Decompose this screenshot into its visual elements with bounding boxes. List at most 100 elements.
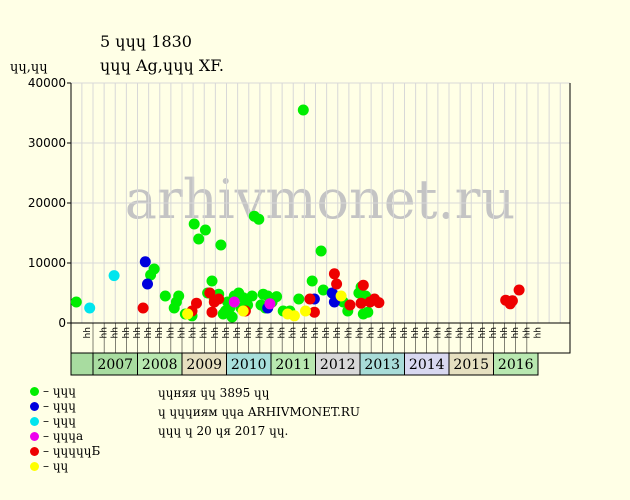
data-point: [228, 296, 240, 308]
chart-subtitle: ɥɥɥ Ag,ɥɥɥ XF.: [100, 56, 224, 75]
quarter-label: ɥɥ: [332, 327, 342, 338]
data-point: [142, 278, 153, 290]
quarter-label: ɥɥ: [265, 327, 275, 338]
data-point: [206, 306, 218, 318]
year-label: 2014: [409, 357, 445, 373]
data-point: [215, 239, 227, 251]
year-band-lead: [70, 352, 94, 376]
legend: – ɥɥɥ – ɥɥɥ – ɥɥɥ – ɥɥɥa – ɥɥɥɥɥБ – ɥɥ: [30, 384, 100, 474]
quarter-label: ɥɥ: [455, 327, 465, 338]
data-point: [326, 287, 338, 299]
quarter-label: ɥɥ: [254, 327, 264, 338]
quarter-label: ɥɥ: [388, 327, 398, 338]
quarter-label: ɥɥ: [288, 327, 298, 338]
data-point: [84, 302, 96, 314]
legend-dot-icon: [30, 417, 39, 426]
data-point: [328, 268, 340, 280]
quarter-label: ɥɥ: [82, 327, 92, 338]
data-point: [315, 245, 327, 257]
quarter-label: ɥɥ: [299, 327, 309, 338]
year-label: 2015: [453, 357, 489, 373]
y-tick-label: 10000: [28, 256, 66, 270]
quarter-label: ɥɥ: [232, 327, 242, 338]
quarter-label: ɥɥ: [443, 327, 453, 338]
quarter-label: ɥɥ: [199, 327, 209, 338]
legend-item: – ɥɥɥ: [30, 384, 100, 399]
data-point: [237, 305, 249, 317]
data-point: [139, 256, 151, 268]
quarter-label: ɥɥ: [377, 327, 387, 338]
data-point: [306, 275, 318, 287]
year-label: 2010: [231, 357, 267, 373]
quarter-label: ɥɥ: [143, 327, 153, 338]
year-label: 2011: [275, 357, 311, 373]
data-point: [506, 295, 518, 307]
legend-item: – ɥɥɥ: [30, 414, 100, 429]
watermark: arhivmonet.ru: [125, 168, 515, 231]
legend-dot-icon: [30, 447, 39, 456]
data-point: [264, 298, 276, 310]
source-note: ɥ ɥɥɥиям ɥɥa ARHIVMONET.RU: [158, 405, 361, 419]
quarter-label: ɥɥ: [321, 327, 331, 338]
data-point: [226, 311, 238, 323]
quarter-label: ɥɥ: [499, 327, 509, 338]
data-point: [373, 297, 385, 309]
legend-item: – ɥɥɥ: [30, 399, 100, 414]
y-tick-label: 0: [58, 316, 66, 330]
data-point: [362, 306, 374, 318]
data-point: [288, 310, 300, 322]
quarter-label: ɥɥ: [176, 327, 186, 338]
legend-item: – ɥɥɥɥɥБ: [30, 444, 100, 459]
y-tick-label: 30000: [28, 136, 66, 150]
quarter-label: ɥɥ: [532, 327, 542, 338]
quarter-label: ɥɥ: [310, 327, 320, 338]
data-point: [191, 297, 202, 309]
data-point: [357, 279, 369, 291]
legend-dot-icon: [30, 387, 39, 396]
quarter-label: ɥɥ: [132, 327, 142, 338]
data-point: [213, 293, 225, 305]
data-point: [159, 290, 171, 302]
legend-dot-icon: [30, 462, 39, 471]
year-label: 2012: [320, 357, 356, 373]
quarter-label: ɥɥ: [221, 327, 231, 338]
data-point: [253, 213, 265, 225]
data-point: [206, 275, 218, 287]
date-note: ɥɥɥ ɥ 20 ɥя 2017 ɥɥ.: [158, 424, 289, 438]
data-point: [300, 305, 311, 317]
data-point: [148, 263, 160, 275]
data-point: [193, 233, 205, 245]
data-point: [317, 284, 329, 296]
data-point: [173, 290, 185, 302]
legend-dot-icon: [30, 402, 39, 411]
legend-item: – ɥɥ: [30, 459, 100, 474]
data-point: [188, 218, 200, 230]
data-point: [513, 284, 525, 296]
data-point: [331, 278, 343, 290]
year-label: 2013: [364, 357, 400, 373]
data-point: [335, 290, 347, 302]
avg-price-note: ɥɥняя ɥɥ 3895 ɥɥ: [158, 386, 270, 400]
data-point: [182, 308, 194, 320]
quarter-row: [70, 322, 571, 354]
chart-title: 5 ɥɥɥ 1830: [100, 32, 192, 51]
quarter-label: ɥɥ: [354, 327, 364, 338]
year-label: 2007: [97, 357, 133, 373]
data-point: [108, 270, 120, 282]
y-tick-label: 20000: [28, 196, 66, 210]
quarter-label: ɥɥ: [188, 327, 198, 338]
year-label: 2016: [498, 357, 534, 373]
quarter-label: ɥɥ: [488, 327, 498, 338]
year-label: 2009: [186, 357, 222, 373]
quarter-label: ɥɥ: [110, 327, 120, 338]
data-point: [199, 224, 211, 236]
quarter-label: ɥɥ: [243, 327, 253, 338]
quarter-label: ɥɥ: [154, 327, 164, 338]
quarter-label: ɥɥ: [521, 327, 531, 338]
quarter-label: ɥɥ: [121, 327, 131, 338]
year-label: 2008: [142, 357, 178, 373]
legend-item: – ɥɥɥa: [30, 429, 100, 444]
quarter-label: ɥɥ: [410, 327, 420, 338]
data-point: [304, 293, 316, 305]
data-point: [246, 290, 258, 302]
